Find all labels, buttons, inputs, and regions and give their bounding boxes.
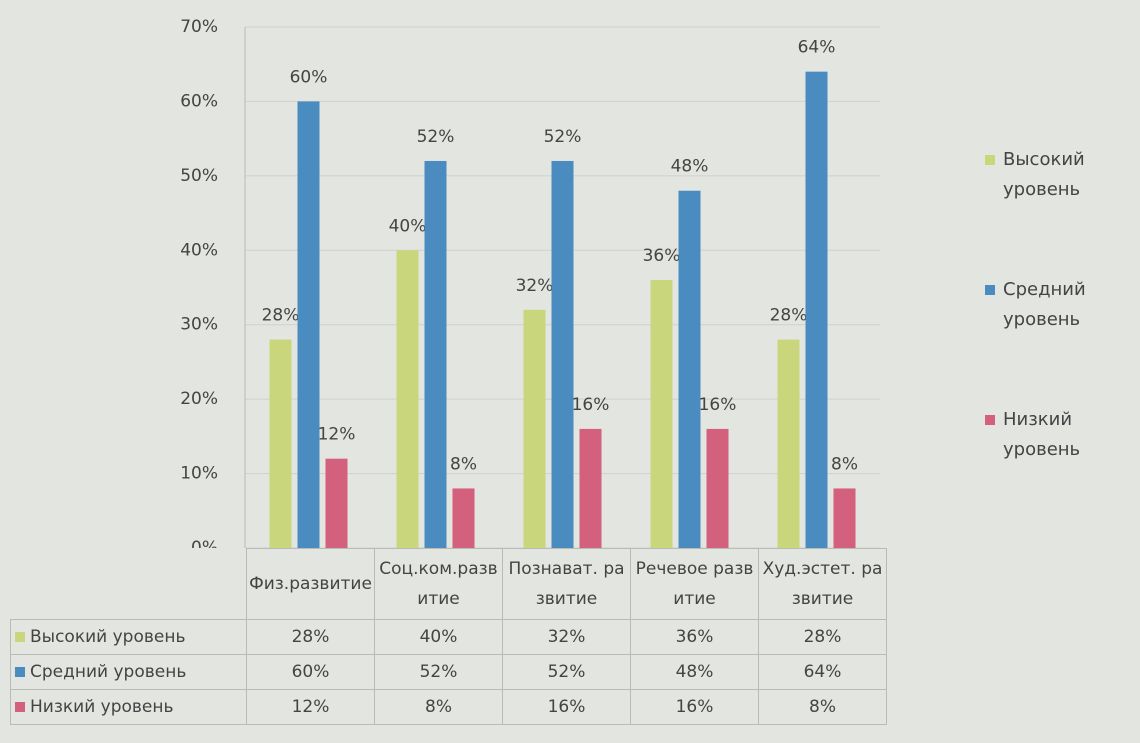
bar	[706, 428, 729, 548]
bar	[325, 458, 348, 548]
table-cell: 52%	[502, 654, 631, 690]
y-tick-label: 40%	[180, 240, 218, 260]
x-tick-label: Соц.ком.развитие	[374, 548, 503, 620]
table-corner	[10, 548, 247, 620]
y-tick-label: 70%	[180, 17, 218, 37]
legend-item: Высокий уровень	[985, 145, 1140, 205]
legend-key	[985, 285, 995, 295]
table-cell: 64%	[758, 654, 887, 690]
data-label: 64%	[798, 38, 836, 58]
table-header: Физ.развитие Соц.ком.развитие Познават. ра…	[10, 548, 887, 620]
table-cell: 48%	[630, 654, 759, 690]
data-label: 12%	[318, 425, 356, 445]
y-tick-label: 60%	[180, 91, 218, 111]
row-label: Низкий уровень	[30, 697, 174, 717]
data-label: 16%	[572, 395, 610, 415]
data-label: 48%	[671, 157, 709, 177]
bar	[396, 250, 419, 548]
table-cell: 12%	[246, 689, 375, 725]
bar	[805, 71, 828, 548]
bar	[523, 309, 546, 548]
legend-item: Низкий уровень	[985, 405, 1140, 465]
bar	[650, 280, 673, 548]
data-label: 60%	[290, 67, 328, 87]
table-cell: 8%	[374, 689, 503, 725]
bar	[579, 428, 602, 548]
bar	[551, 160, 574, 548]
table-row: Высокий уровень 28% 40% 32% 36% 28%	[10, 619, 887, 655]
table-cell: 60%	[246, 654, 375, 690]
data-label: 16%	[699, 395, 737, 415]
y-tick-label: 10%	[180, 464, 218, 484]
table-cell: 52%	[374, 654, 503, 690]
bar	[678, 190, 701, 548]
data-label: 28%	[262, 306, 300, 326]
y-tick-label: 20%	[180, 389, 218, 409]
row-label: Высокий уровень	[30, 627, 186, 647]
y-tick-label: 0%	[191, 538, 218, 548]
x-tick-label: Физ.развитие	[246, 548, 375, 620]
legend-key	[985, 155, 995, 165]
data-label: 32%	[516, 276, 554, 296]
legend-key	[985, 415, 995, 425]
legend-label: Высокий уровень	[1003, 149, 1085, 200]
x-tick-label: Познават. развитие	[502, 548, 631, 620]
legend-key	[15, 667, 25, 677]
table-cell: 36%	[630, 619, 759, 655]
table-cell: 16%	[630, 689, 759, 725]
legend-key	[15, 702, 25, 712]
data-label: 40%	[389, 216, 427, 236]
legend-key	[15, 632, 25, 642]
row-label: Средний уровень	[30, 662, 187, 682]
table-cell: 40%	[374, 619, 503, 655]
data-label: 52%	[417, 127, 455, 147]
data-label: 52%	[544, 127, 582, 147]
bar	[269, 339, 292, 548]
row-header: Средний уровень	[10, 654, 247, 690]
data-label: 28%	[770, 306, 808, 326]
bar	[777, 339, 800, 548]
x-tick-label: Худ.эстет. развитие	[758, 548, 887, 620]
bar	[297, 101, 320, 548]
y-tick-label: 50%	[180, 166, 218, 186]
row-header: Низкий уровень	[10, 689, 247, 725]
table-cell: 28%	[246, 619, 375, 655]
x-tick-label: Речевое развитие	[630, 548, 759, 620]
legend-label: Средний уровень	[1003, 279, 1086, 330]
data-label: 8%	[450, 454, 477, 474]
bar	[424, 160, 447, 548]
table-row: Низкий уровень 12% 8% 16% 16% 8%	[10, 689, 887, 725]
data-label: 36%	[643, 246, 681, 266]
table-cell: 16%	[502, 689, 631, 725]
y-tick-label: 30%	[180, 315, 218, 335]
legend-label: Низкий уровень	[1003, 409, 1081, 460]
bar	[452, 488, 475, 548]
data-table: Физ.развитие Соц.ком.развитие Познават. ра…	[10, 548, 887, 725]
table-row: Средний уровень 60% 52% 52% 48% 64%	[10, 654, 887, 690]
table-cell: 32%	[502, 619, 631, 655]
data-label: 8%	[831, 454, 858, 474]
legend: Высокий уровень Средний уровень Низкий уро…	[985, 145, 1140, 535]
table-cell: 28%	[758, 619, 887, 655]
table-cell: 8%	[758, 689, 887, 725]
bar	[833, 488, 856, 548]
legend-item: Средний уровень	[985, 275, 1140, 335]
chart: 0% 10% 20% 30% 40% 50% 60% 70% 28% 40% 32% 36% 28% 60…	[180, 17, 880, 548]
row-header: Высокий уровень	[10, 619, 247, 655]
